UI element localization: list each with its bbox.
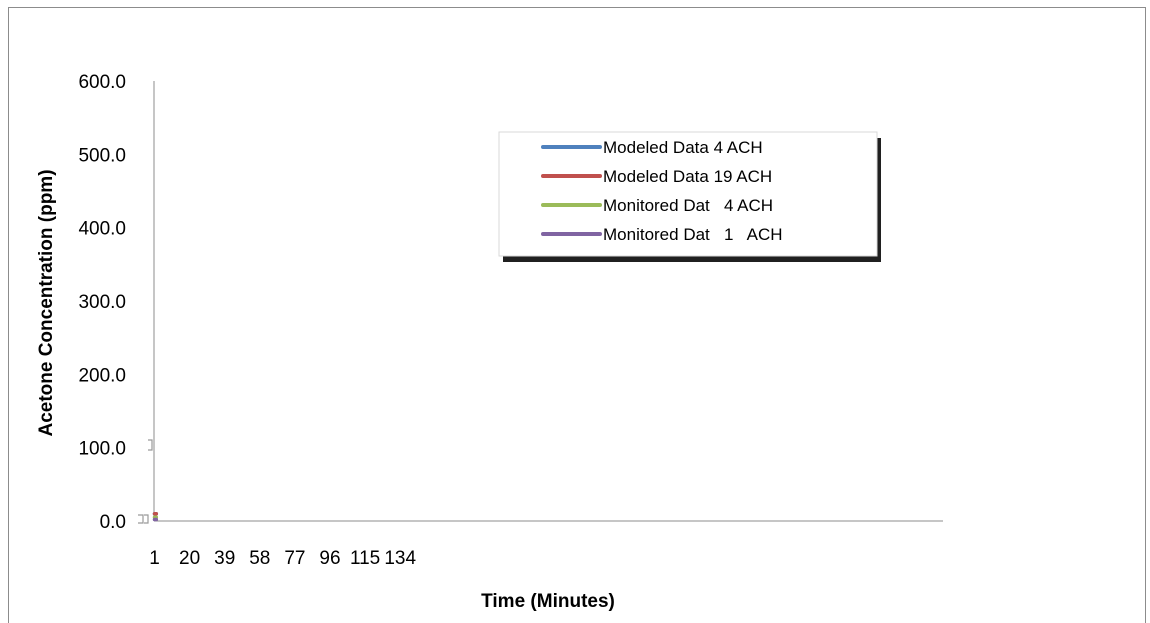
legend-entry-label: Modeled Data 19 ACH [603, 167, 772, 186]
y-tick-label: 200.0 [78, 365, 126, 386]
x-tick-label: 77 [284, 548, 305, 569]
y-tick-label: 600.0 [78, 72, 126, 93]
x-axis-title: Time (Minutes) [481, 591, 615, 612]
axis-break-mark [138, 515, 148, 523]
y-tick-label: 100.0 [78, 439, 126, 460]
x-tick-label: 20 [179, 548, 200, 569]
legend: Modeled Data 4 ACH Modeled Data 19 ACH Mon… [499, 132, 881, 262]
y-tick-label: 300.0 [78, 292, 126, 313]
legend-entry-label: Monitored Dat 1 ACH [603, 225, 783, 244]
x-tick-label: 96 [319, 548, 340, 569]
axis-break-mark [148, 440, 152, 450]
y-axis-title: Acetone Concentration (ppm) [36, 169, 57, 436]
x-tick-label: 1 [149, 548, 160, 569]
x-tick-label: 115 [350, 548, 380, 569]
y-tick-label: 400.0 [78, 219, 126, 240]
legend-entry-label: Monitored Dat 4 ACH [603, 196, 773, 215]
x-tick-label: 39 [214, 548, 235, 569]
y-tick-label: 0.0 [100, 512, 126, 533]
y-tick-label: 500.0 [78, 145, 126, 166]
x-tick-label: 134 [384, 548, 416, 569]
x-tick-label: 58 [249, 548, 270, 569]
legend-entry-label: Modeled Data 4 ACH [603, 138, 763, 157]
